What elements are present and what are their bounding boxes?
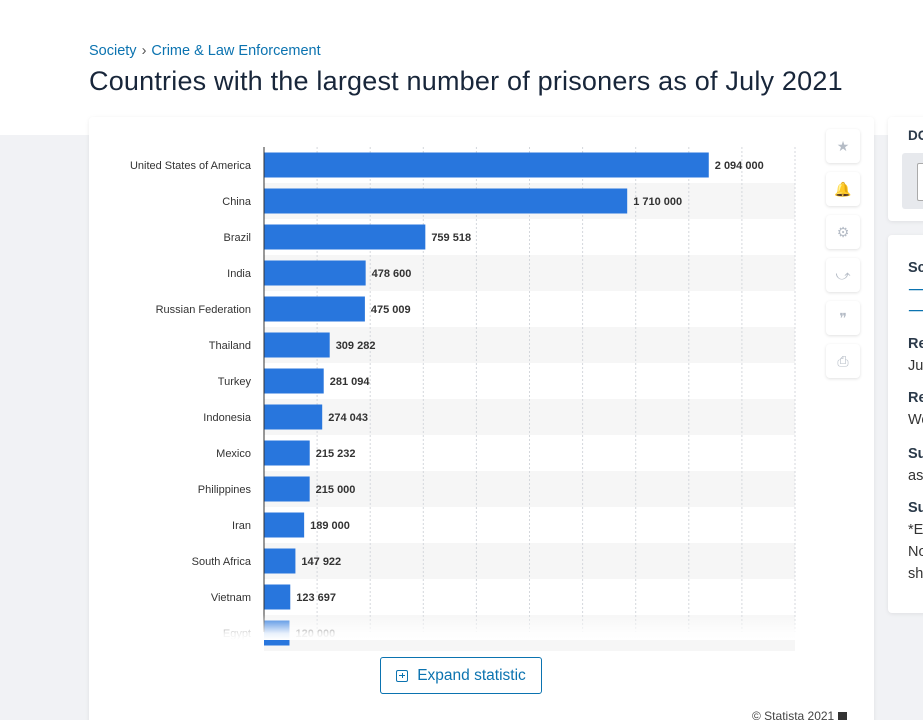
value-label: 215 000 (316, 484, 356, 496)
quote-icon[interactable]: ❞ (826, 301, 860, 335)
copyright-text: © Statista 2021 (752, 709, 835, 720)
release-date-heading: Re (908, 336, 923, 352)
category-label: Philippines (198, 484, 252, 496)
value-label: 1 710 000 (633, 196, 682, 208)
category-label: United States of America (130, 160, 252, 172)
bar (264, 512, 305, 538)
release-date-value: Jul (908, 358, 923, 374)
category-label: Indonesia (203, 412, 252, 424)
survey-heading: Su (908, 446, 923, 462)
category-label: Russian Federation (156, 304, 251, 316)
download-file-icon (917, 163, 923, 201)
category-label: Iran (232, 520, 251, 532)
category-label: China (222, 196, 252, 208)
value-label: 2 094 000 (715, 160, 764, 172)
download-heading: DC (908, 128, 923, 143)
category-label: Thailand (209, 340, 251, 352)
breadcrumb-crime-law[interactable]: Crime & Law Enforcement (151, 43, 321, 59)
page-title: Countries with the largest number of pri… (89, 66, 843, 96)
bar (264, 548, 296, 574)
value-label: 309 282 (336, 340, 376, 352)
supplementary-heading: Su (908, 500, 923, 516)
value-label: 759 518 (431, 232, 471, 244)
bar (264, 368, 324, 394)
expand-statistic-button[interactable]: Expand statistic (380, 657, 542, 694)
category-label: Brazil (223, 232, 251, 244)
gear-icon[interactable]: ⚙ (826, 215, 860, 249)
bar (264, 152, 709, 178)
value-label: 147 922 (301, 556, 341, 568)
supplementary-line-3: sh (908, 566, 923, 582)
category-label: Turkey (218, 376, 252, 388)
region-value: We (908, 412, 923, 428)
category-label: Vietnam (211, 592, 251, 604)
bar (264, 404, 323, 430)
supplementary-line-1: *E (908, 522, 923, 538)
fade-overlay (100, 614, 800, 640)
bar (264, 584, 291, 610)
header-background (0, 0, 923, 135)
expand-statistic-label: Expand statistic (417, 666, 526, 684)
arrow-right-icon[interactable]: ⟶ (908, 302, 923, 318)
bar (264, 440, 310, 466)
supplementary-line-2: No (908, 544, 923, 560)
copyright: © Statista 2021 (752, 709, 848, 720)
breadcrumb: Society › Crime & Law Enforcement (89, 43, 321, 59)
star-icon[interactable]: ★ (826, 129, 860, 163)
info-panel (888, 235, 923, 613)
bar (264, 476, 310, 502)
value-label: 215 232 (316, 448, 356, 460)
print-icon[interactable]: ⎙ (826, 344, 860, 378)
value-label: 478 600 (372, 268, 412, 280)
value-label: 475 009 (371, 304, 411, 316)
bar (264, 260, 366, 286)
flag-icon[interactable] (838, 712, 848, 720)
survey-value: as (908, 468, 923, 484)
category-label: India (227, 268, 252, 280)
region-heading: Re (908, 390, 923, 406)
breadcrumb-separator: › (141, 43, 147, 59)
share-icon[interactable]: ⤻ (826, 258, 860, 292)
value-label: 123 697 (296, 592, 336, 604)
category-label: South Africa (192, 556, 252, 568)
bell-icon[interactable]: 🔔 (826, 172, 860, 206)
plus-square-icon (396, 669, 409, 682)
bar (264, 332, 330, 358)
bar (264, 188, 628, 214)
value-label: 274 043 (328, 412, 368, 424)
bar (264, 296, 365, 322)
chart-toolbar: ★ 🔔 ⚙ ⤻ ❞ ⎙ (826, 129, 862, 387)
value-label: 189 000 (310, 520, 350, 532)
bar (264, 224, 426, 250)
category-label: Mexico (216, 448, 251, 460)
arrow-right-icon[interactable]: ⟶ (908, 281, 923, 297)
source-heading: Sc (908, 260, 923, 276)
breadcrumb-society[interactable]: Society (89, 43, 137, 59)
value-label: 281 094 (330, 376, 371, 388)
